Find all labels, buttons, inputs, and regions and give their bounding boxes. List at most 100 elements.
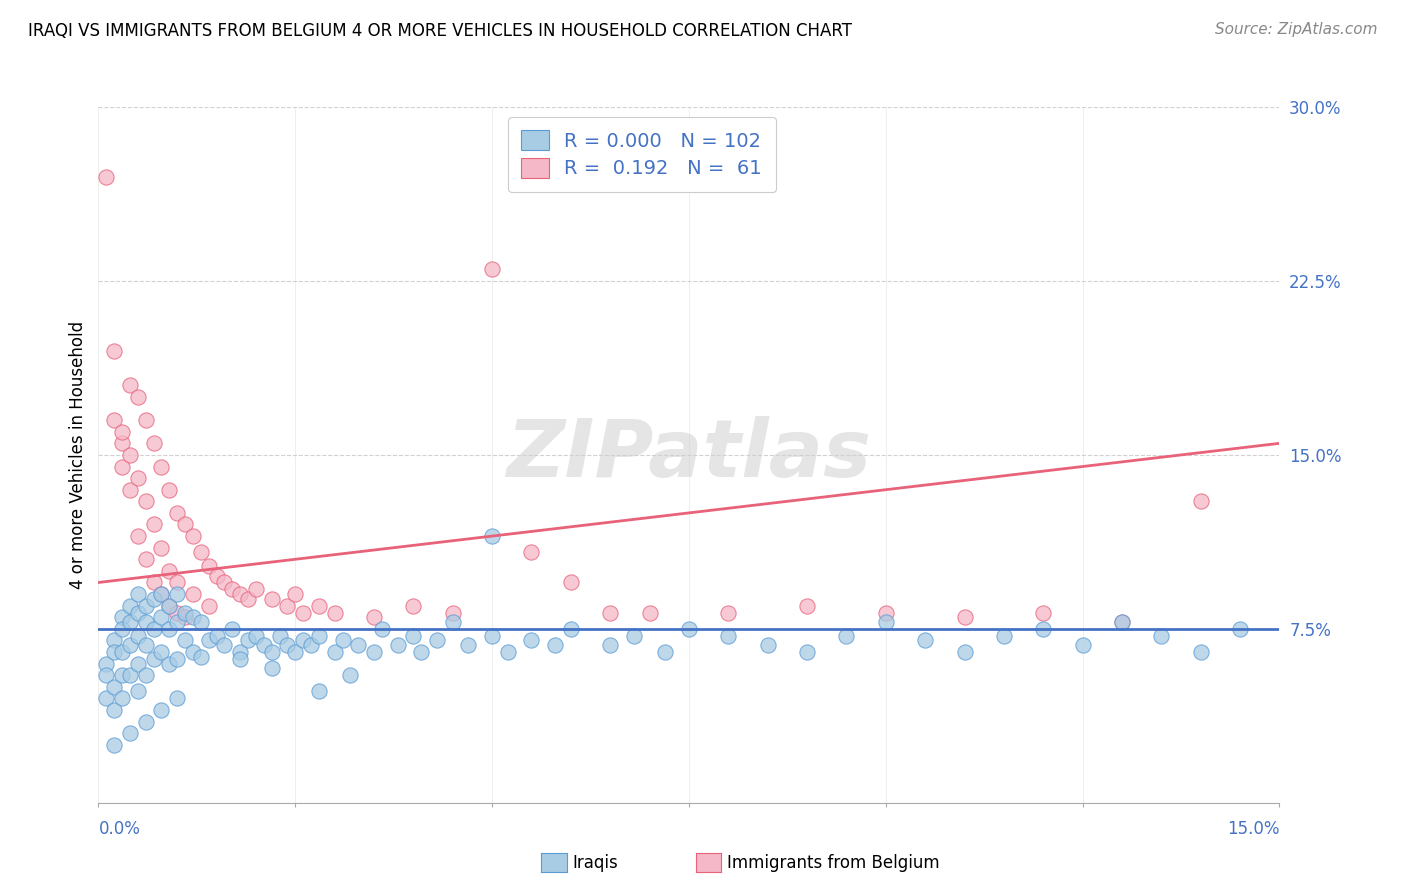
Point xyxy=(111,425,134,439)
Point xyxy=(135,638,157,652)
Text: 0.0%: 0.0% xyxy=(98,820,141,838)
Point xyxy=(150,645,173,659)
Point xyxy=(174,517,197,532)
Point xyxy=(835,629,858,643)
Point xyxy=(103,343,125,358)
Point xyxy=(166,691,188,706)
Point xyxy=(953,645,976,659)
Point xyxy=(166,615,188,629)
Point xyxy=(142,436,165,450)
Point xyxy=(1032,622,1054,636)
Point xyxy=(214,575,236,590)
Point xyxy=(387,638,409,652)
Text: IRAQI VS IMMIGRANTS FROM BELGIUM 4 OR MORE VEHICLES IN HOUSEHOLD CORRELATION CHA: IRAQI VS IMMIGRANTS FROM BELGIUM 4 OR MO… xyxy=(28,22,852,40)
Point xyxy=(103,680,125,694)
Point xyxy=(481,262,503,277)
Point xyxy=(118,668,141,682)
Point xyxy=(1111,615,1133,629)
Point xyxy=(599,638,621,652)
Point xyxy=(135,615,157,629)
Point xyxy=(142,517,165,532)
Point xyxy=(127,390,149,404)
Point xyxy=(135,599,157,613)
Point xyxy=(1111,615,1133,629)
Point xyxy=(299,638,322,652)
Point xyxy=(150,541,173,555)
Point xyxy=(166,587,188,601)
Text: Iraqis: Iraqis xyxy=(572,854,619,871)
Point xyxy=(544,638,567,652)
Point xyxy=(190,649,212,664)
Point xyxy=(260,591,283,606)
Point xyxy=(127,587,149,601)
Point xyxy=(157,599,180,613)
Point xyxy=(96,169,118,184)
Point xyxy=(127,529,149,543)
Point xyxy=(142,622,165,636)
Point xyxy=(127,684,149,698)
Point xyxy=(245,629,267,643)
Point xyxy=(205,568,228,582)
Point xyxy=(1229,622,1251,636)
Point xyxy=(717,606,740,620)
Point xyxy=(269,629,291,643)
Point xyxy=(796,599,818,613)
Point xyxy=(118,378,141,392)
Point xyxy=(332,633,354,648)
Point xyxy=(717,629,740,643)
Point xyxy=(560,622,582,636)
Point xyxy=(599,606,621,620)
Point xyxy=(150,703,173,717)
Point xyxy=(205,629,228,643)
Point xyxy=(166,506,188,520)
Point xyxy=(103,738,125,752)
Point xyxy=(914,633,936,648)
Point xyxy=(623,629,645,643)
Point xyxy=(284,587,307,601)
Point xyxy=(441,606,464,620)
Point xyxy=(402,599,425,613)
Point xyxy=(245,582,267,597)
Point xyxy=(292,606,315,620)
Point xyxy=(103,633,125,648)
Point xyxy=(638,606,661,620)
Point xyxy=(166,652,188,666)
Point xyxy=(190,615,212,629)
Point xyxy=(276,638,298,652)
Text: 15.0%: 15.0% xyxy=(1227,820,1279,838)
Y-axis label: 4 or more Vehicles in Household: 4 or more Vehicles in Household xyxy=(69,321,87,589)
Point xyxy=(496,645,519,659)
Point xyxy=(181,529,204,543)
Point xyxy=(481,629,503,643)
Point xyxy=(190,545,212,559)
Point xyxy=(111,436,134,450)
Point xyxy=(402,629,425,643)
Point xyxy=(214,638,236,652)
Point xyxy=(157,599,180,613)
Point xyxy=(150,587,173,601)
Point xyxy=(520,545,543,559)
Point xyxy=(118,726,141,740)
Point xyxy=(150,587,173,601)
Point xyxy=(308,684,330,698)
Point xyxy=(127,606,149,620)
Point xyxy=(103,645,125,659)
Point xyxy=(339,668,361,682)
Point xyxy=(111,645,134,659)
Point xyxy=(347,638,370,652)
Point xyxy=(118,483,141,497)
Point xyxy=(135,668,157,682)
Point xyxy=(197,599,219,613)
Point xyxy=(181,610,204,624)
Point xyxy=(284,645,307,659)
Point xyxy=(1032,606,1054,620)
Point xyxy=(118,615,141,629)
Point xyxy=(111,610,134,624)
Point xyxy=(111,668,134,682)
Point xyxy=(292,633,315,648)
Point xyxy=(678,622,700,636)
Point xyxy=(118,599,141,613)
Point xyxy=(142,591,165,606)
Point xyxy=(111,691,134,706)
Point xyxy=(371,622,394,636)
